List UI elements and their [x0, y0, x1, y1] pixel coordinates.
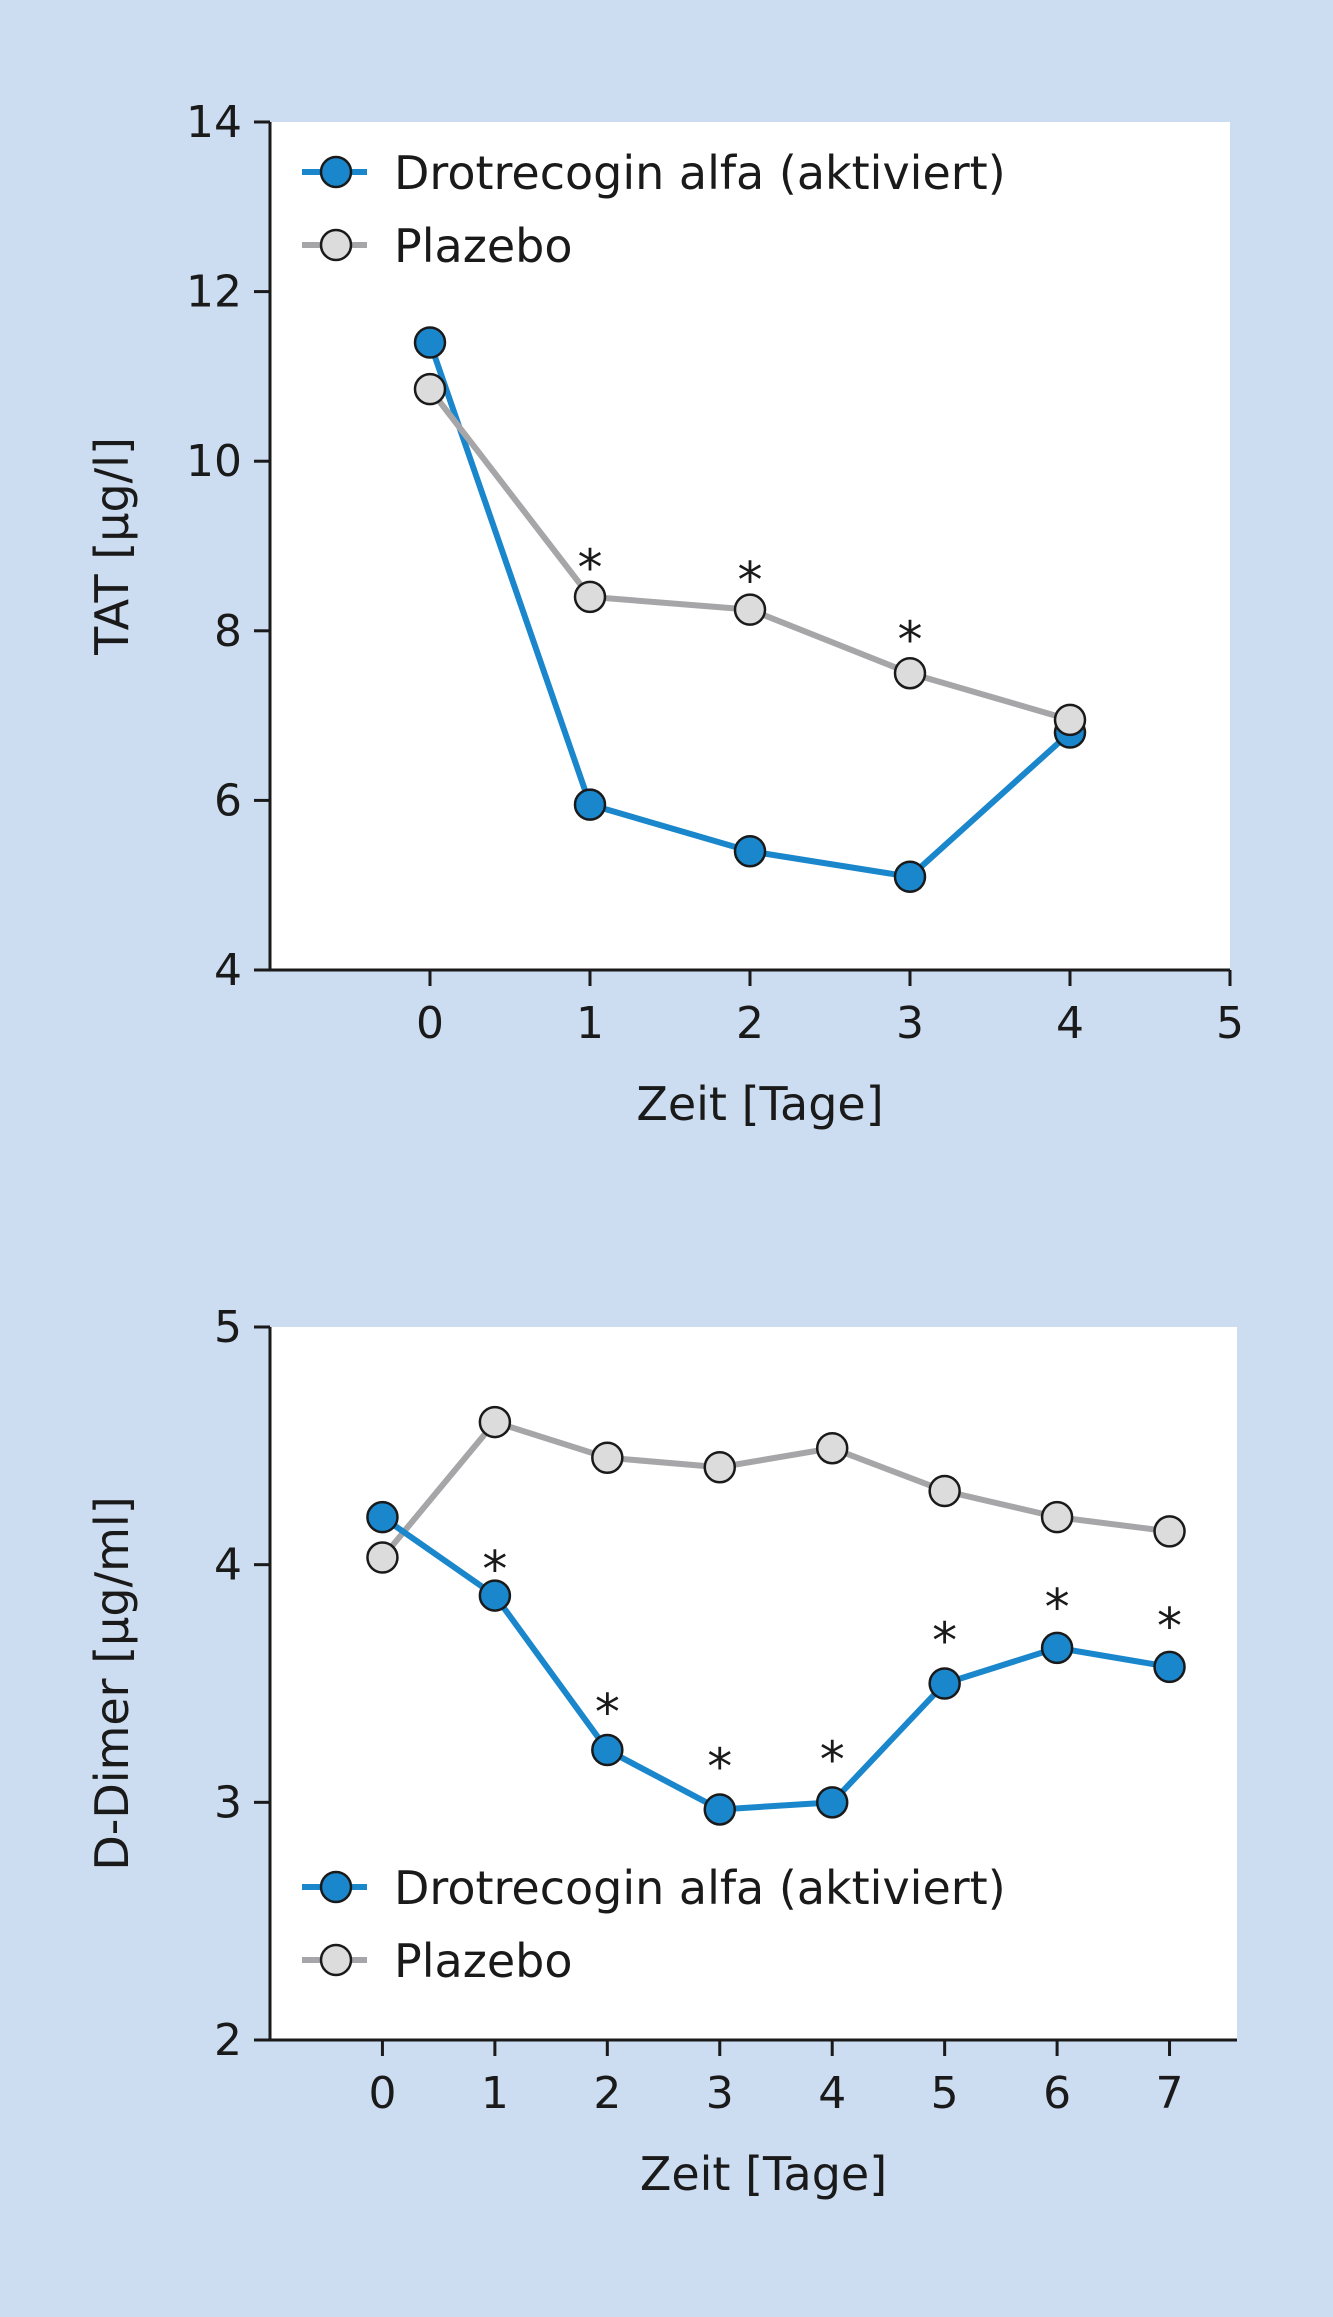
tat-y-tick-label: 14 — [186, 97, 242, 148]
tat-point-drotrecogin — [893, 860, 927, 893]
ddimer-y-tick-label: 5 — [214, 1302, 242, 1353]
tat-point-drotrecogin — [573, 788, 607, 821]
ddimer-x-tick-label: 3 — [706, 2068, 734, 2119]
tat-legend-swatch-marker — [319, 155, 353, 189]
ddimer-point-placebo — [366, 1541, 399, 1574]
ddimer-point-drotrecogin — [1040, 1631, 1074, 1665]
ddimer-x-tick-label: 5 — [931, 2068, 959, 2119]
ddimer-point-drotrecogin — [815, 1786, 849, 1819]
tat-plot-area — [270, 122, 1230, 970]
tat-y-tick-label: 10 — [186, 436, 242, 487]
tat-x-tick-label: 5 — [1216, 998, 1244, 1049]
ddimer-significance-asterisk: * — [820, 1731, 845, 1789]
tat-significance-asterisk: * — [898, 611, 923, 669]
ddimer-point-drotrecogin — [478, 1579, 512, 1612]
ddimer-point-drotrecogin — [366, 1500, 399, 1534]
tat-point-drotrecogin — [413, 326, 447, 359]
ddimer-x-tick-label: 2 — [593, 2068, 621, 2119]
tat-x-tick-label: 0 — [416, 998, 444, 1049]
ddimer-significance-asterisk: * — [707, 1738, 732, 1796]
tat-point-placebo — [573, 580, 607, 614]
ddimer-point-placebo — [478, 1405, 512, 1439]
tat-point-placebo — [413, 372, 447, 406]
tat-point-placebo — [893, 656, 927, 690]
ddimer-point-drotrecogin — [703, 1793, 737, 1826]
ddimer-series-placebo-line — [380, 1419, 1170, 1560]
ddimer-y-tick-label: 2 — [214, 2015, 242, 2066]
ddimer-point-placebo — [703, 1450, 737, 1484]
ddimer-legend-label: Drotrecogin alfa (aktiviert) — [394, 1861, 1006, 1915]
tat-significance-asterisk: * — [578, 539, 603, 597]
ddimer-y-axis-title: D-Dimer [µg/ml] — [85, 1496, 139, 1870]
ddimer-point-placebo — [928, 1474, 961, 1508]
ddimer-significance-asterisk: * — [595, 1683, 620, 1741]
ddimer-x-tick-label: 7 — [1156, 2068, 1184, 2119]
ddimer-significance-asterisk: * — [482, 1541, 507, 1599]
ddimer-x-tick-label: 6 — [1043, 2068, 1071, 2119]
ddimer-series-drotrecogin-line — [380, 1514, 1171, 1813]
ddimer-x-tick-label: 0 — [368, 2068, 396, 2119]
tat-y-tick-label: 12 — [186, 267, 242, 318]
tat-x-tick-label: 2 — [736, 998, 764, 1049]
tat-y-axis-title: TAT [µg/l] — [85, 437, 139, 656]
ddimer-significance-asterisk: * — [1045, 1579, 1070, 1637]
tat-x-axis-title: Zeit [Tage] — [636, 1077, 883, 1131]
ddimer-chart: 2 3 4 5 0 1 2 3 4 5 6 7 Zeit [Tage] D-Dimer [µg/ml] * *… — [85, 1302, 1237, 2201]
ddimer-x-tick-label: 4 — [818, 2068, 846, 2119]
ddimer-point-placebo — [1040, 1500, 1074, 1534]
ddimer-point-drotrecogin — [1153, 1650, 1186, 1684]
tat-legend-label: Plazebo — [394, 219, 573, 273]
tat-y-tick-label: 6 — [214, 775, 242, 826]
ddimer-point-placebo — [591, 1441, 624, 1474]
tat-legend-label: Drotrecogin alfa (aktiviert) — [394, 146, 1006, 200]
ddimer-point-placebo — [1153, 1515, 1186, 1548]
tat-point-placebo — [1053, 703, 1087, 737]
tat-y-tick-label: 8 — [214, 606, 242, 657]
ddimer-point-placebo — [815, 1431, 849, 1465]
tat-legend: Drotrecogin alfa (aktiviert) Plazebo — [302, 146, 1006, 273]
ddimer-x-axis-title: Zeit [Tage] — [640, 2147, 887, 2201]
ddimer-significance-asterisk: * — [932, 1612, 957, 1670]
tat-y-tick-label: 4 — [214, 945, 242, 996]
ddimer-y-tick-label: 3 — [214, 1777, 242, 1828]
tat-x-tick-label: 3 — [896, 998, 924, 1049]
ddimer-plot-area — [270, 1327, 1237, 2040]
ddimer-legend-swatch-marker — [319, 1870, 353, 1904]
ddimer-x-tick-label: 1 — [481, 2068, 509, 2119]
tat-x-tick-label: 4 — [1056, 998, 1084, 1049]
tat-point-placebo — [733, 593, 767, 626]
tat-x-tick-label: 1 — [576, 998, 604, 1049]
tat-legend-swatch-marker — [319, 228, 353, 262]
ddimer-legend-label: Plazebo — [394, 1934, 573, 1988]
ddimer-legend-swatch-marker — [319, 1943, 353, 1977]
ddimer-point-drotrecogin — [928, 1667, 961, 1700]
ddimer-legend: Drotrecogin alfa (aktiviert) Plazebo — [302, 1861, 1006, 1988]
tat-point-drotrecogin — [733, 835, 767, 868]
ddimer-significance-asterisk: * — [1157, 1598, 1182, 1656]
ddimer-point-drotrecogin — [591, 1733, 624, 1767]
ddimer-y-tick-label: 4 — [214, 1540, 242, 1591]
tat-significance-asterisk: * — [738, 552, 763, 610]
